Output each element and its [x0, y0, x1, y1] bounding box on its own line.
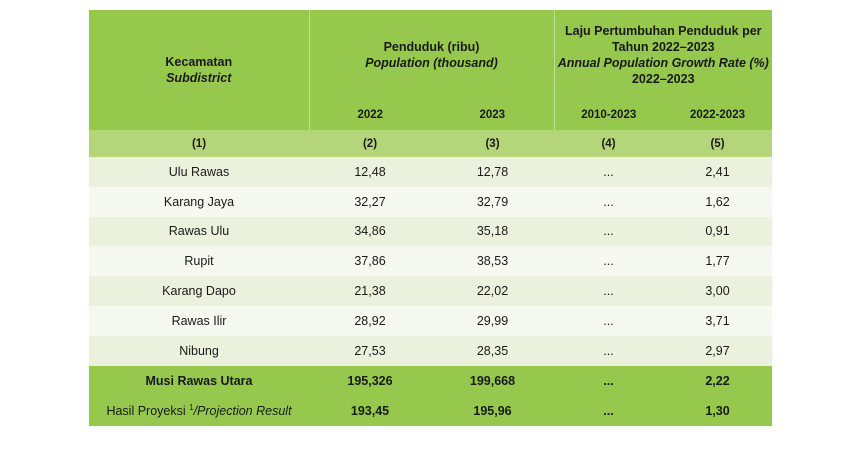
population-2023: 32,79 — [431, 186, 554, 217]
growth-2010-2023: ... — [554, 157, 663, 187]
growth-2022-2023: 2,97 — [663, 335, 773, 366]
growth-2010-2023: ... — [554, 276, 663, 306]
population-2023: 38,53 — [431, 246, 554, 277]
projection-row: Hasil Proyeksi 1/Projection Result 193,4… — [89, 395, 773, 426]
subdistrict-name: Rawas Ulu — [89, 216, 309, 247]
projection-2023: 195,96 — [431, 395, 554, 426]
table-row: Nibung 27,53 28,35 ... 2,97 — [89, 335, 773, 366]
population-2022: 27,53 — [309, 335, 431, 366]
header-growth-id-1: Laju Pertumbuhan Penduduk per — [564, 24, 762, 38]
projection-name: Hasil Proyeksi 1/Projection Result — [89, 395, 309, 426]
growth-2022-2023: 2,41 — [663, 157, 773, 187]
header-subdistrict-en: Subdistrict — [166, 71, 232, 85]
growth-2010-2023: ... — [554, 246, 663, 277]
total-growth-2010-2023: ... — [554, 365, 663, 396]
total-2023: 199,668 — [431, 365, 554, 396]
col-number-3: (3) — [485, 137, 500, 150]
growth-2022-2023: 3,71 — [663, 305, 773, 336]
subdistrict-name: Rawas Ilir — [89, 305, 309, 336]
table-row: Rupit 37,86 38,53 ... 1,77 — [89, 246, 773, 277]
table-row: Karang Dapo 21,38 22,02 ... 3,00 — [89, 276, 773, 306]
header-subdistrict: Kecamatan Subdistrict — [89, 10, 309, 130]
projection-label-id: Hasil Proyeksi — [106, 403, 190, 418]
year-2010-2023: 2010-2023 — [553, 100, 663, 130]
subdistrict-name: Ulu Rawas — [89, 157, 309, 187]
population-2023: 28,35 — [431, 335, 554, 366]
table-row: Rawas Ulu 34,86 35,18 ... 0,91 — [89, 216, 773, 247]
col-number-2: (2) — [362, 137, 378, 150]
subdistrict-name: Rupit — [89, 246, 309, 277]
header-growth-id-2: Tahun 2022–2023 — [611, 40, 715, 54]
col-number-5: (5) — [710, 137, 725, 150]
growth-2022-2023: 0,91 — [663, 216, 773, 247]
year-2022-2023: 2022-2023 — [690, 109, 745, 121]
header-population: Penduduk (ribu) Population (thousand) — [308, 10, 554, 100]
header-subdistrict-id: Kecamatan — [165, 55, 233, 69]
header-growth-rate: Laju Pertumbuhan Penduduk per Tahun 2022… — [553, 10, 773, 100]
population-2022: 34,86 — [309, 216, 431, 247]
population-2022: 32,27 — [309, 186, 431, 217]
col-number-4: (4) — [601, 137, 616, 150]
year-2023: 2023 — [479, 109, 506, 121]
year-2022: 2022 — [308, 100, 431, 130]
table-row: Ulu Rawas 12,48 12,78 ... 2,41 — [89, 157, 773, 187]
header-population-en: Population (thousand) — [365, 56, 498, 70]
total-row: Musi Rawas Utara 195,326 199,668 ... 2,2… — [89, 365, 773, 396]
total-2022: 195,326 — [309, 365, 431, 396]
growth-2010-2023: ... — [554, 216, 663, 247]
growth-2010-2023: ... — [554, 335, 663, 366]
total-name: Musi Rawas Utara — [89, 365, 309, 396]
population-2023: 29,99 — [431, 305, 554, 336]
subdistrict-name: Karang Jaya — [89, 186, 309, 217]
growth-2010-2023: ... — [554, 305, 663, 336]
subdistrict-name: Karang Dapo — [89, 276, 309, 306]
population-2022: 12,48 — [309, 157, 431, 187]
population-2023: 12,78 — [431, 157, 554, 187]
projection-label-en: /Projection Result — [193, 403, 292, 418]
growth-2010-2023: ... — [554, 186, 663, 217]
population-2022: 37,86 — [309, 246, 431, 277]
col-number-1: (1) — [191, 137, 207, 150]
projection-growth-2010-2023: ... — [554, 395, 663, 426]
population-2023: 22,02 — [431, 276, 554, 306]
population-table: Kecamatan Subdistrict Penduduk (ribu) Po… — [89, 10, 773, 426]
growth-2022-2023: 1,62 — [663, 186, 773, 217]
table-row: Karang Jaya 32,27 32,79 ... 1,62 — [89, 186, 773, 217]
total-growth-2022-2023: 2,22 — [663, 365, 773, 396]
header-growth-en-1: Annual Population Growth Rate (%) — [557, 56, 769, 70]
subdistrict-name: Nibung — [89, 335, 309, 366]
projection-footnote: 1 — [189, 402, 194, 412]
table-row: Rawas Ilir 28,92 29,99 ... 3,71 — [89, 305, 773, 336]
population-2023: 35,18 — [431, 216, 554, 247]
population-2022: 28,92 — [309, 305, 431, 336]
growth-2022-2023: 3,00 — [663, 276, 773, 306]
population-2022: 21,38 — [309, 276, 431, 306]
header-population-id: Penduduk (ribu) — [383, 40, 480, 54]
projection-2022: 193,45 — [309, 395, 431, 426]
projection-growth-2022-2023: 1,30 — [663, 395, 773, 426]
header-growth-en-2: 2022–2023 — [631, 72, 695, 86]
growth-2022-2023: 1,77 — [663, 246, 773, 277]
